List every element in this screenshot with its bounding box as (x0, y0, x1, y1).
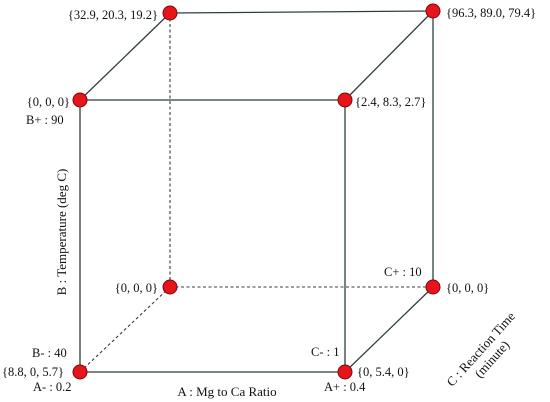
vertex-front-bottom-left (72, 364, 88, 380)
vertex-label-back-bottom-right: {0, 0, 0} (446, 281, 489, 295)
vertex-label-front-top-left: {0, 0, 0} (27, 95, 70, 109)
level-label-c-minus: C- : 1 (311, 345, 339, 359)
edge-bottom-right-depth (344, 286, 434, 373)
level-label-c-plus: C+ : 10 (384, 265, 422, 279)
vertex-back-top-right (425, 3, 441, 19)
edge-hidden-bottom-left-depth (79, 286, 171, 373)
level-label-a-plus: A+ : 0.4 (324, 380, 366, 394)
axis-label-b: B : Temperature (deg C) (54, 169, 69, 296)
vertex-label-front-bottom-left: {8.8, 0, 5.7} (2, 365, 64, 379)
level-label-b-minus: B- : 40 (32, 346, 67, 360)
axis-label-a: A : Mg to Ca Ratio (177, 384, 276, 399)
edge-top-right-depth (344, 10, 434, 101)
vertex-front-bottom-right (337, 364, 353, 380)
vertex-back-top-left (162, 5, 178, 21)
vertex-label-front-bottom-right: {0, 5.4, 0} (357, 365, 410, 379)
vertex-front-top-left (72, 92, 88, 108)
vertex-back-bottom-right (425, 279, 441, 295)
vertex-label-back-top-left: {32.9, 20.3, 19.2} (68, 8, 158, 22)
edge-top-left-depth (79, 12, 171, 101)
level-label-b-plus: B+ : 90 (26, 113, 64, 127)
vertex-label-back-top-right: {96.3, 89.0, 79.4} (446, 6, 536, 20)
edge-back-top (169, 10, 434, 14)
vertex-back-bottom-left (162, 279, 178, 295)
axis-label-c: C : Reaction Time (minute) (443, 309, 518, 390)
vertex-front-top-right (337, 92, 353, 108)
vertex-label-front-top-right: {2.4, 8.3, 2.7} (355, 95, 426, 109)
level-label-a-minus: A- : 0.2 (33, 380, 72, 394)
vertex-label-back-bottom-left: {0, 0, 0} (115, 281, 158, 295)
